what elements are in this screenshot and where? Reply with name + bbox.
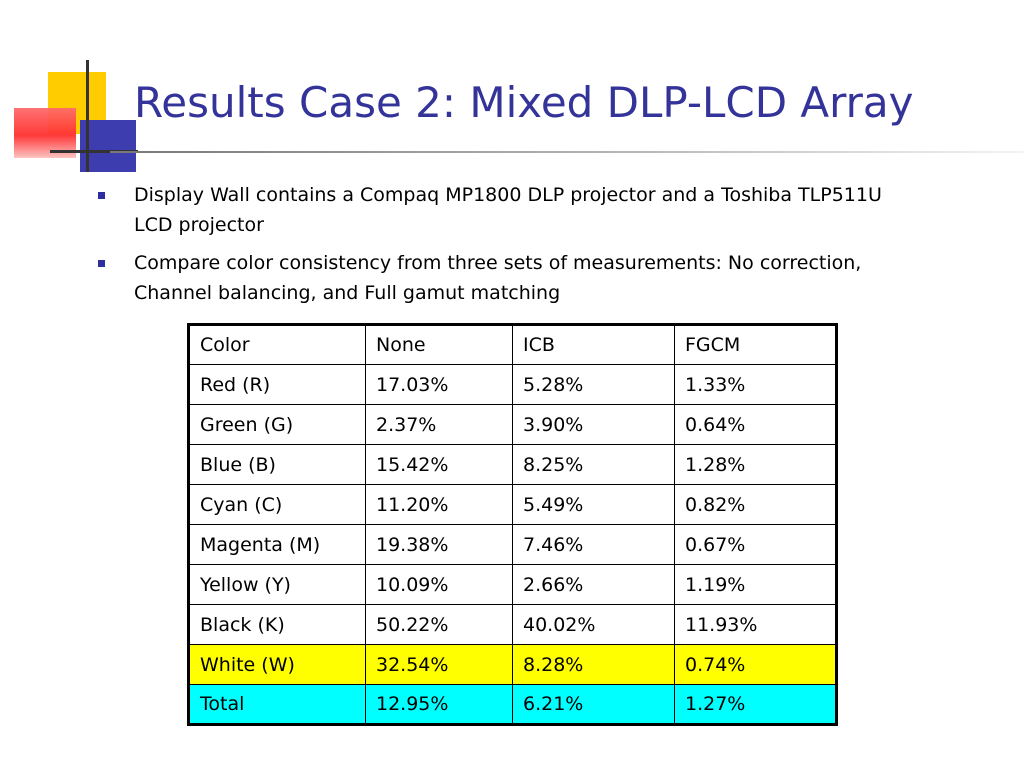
table-cell: 10.09% [365, 564, 513, 605]
table-header-cell: None [365, 324, 513, 365]
table-cell: 0.67% [674, 524, 837, 565]
bullet-text: Compare color consistency from three set… [134, 252, 862, 304]
table-row: Blue (B) 15.42% 8.25% 1.28% [188, 444, 837, 485]
results-table-container: Color None ICB FGCM Red (R) 17.03% 5.28%… [187, 323, 838, 726]
table-cell: 32.54% [365, 644, 513, 685]
table-cell: 1.28% [674, 444, 837, 485]
table-cell: 5.28% [512, 364, 675, 405]
table-cell: 0.82% [674, 484, 837, 525]
table-cell: 1.27% [674, 684, 837, 725]
logo-horizontal-line [50, 150, 138, 153]
table-cell: 7.46% [512, 524, 675, 565]
table-header-row: Color None ICB FGCM [188, 324, 837, 365]
table-row: Cyan (C) 11.20% 5.49% 0.82% [188, 484, 837, 525]
table-cell: 1.33% [674, 364, 837, 405]
logo-red-square [14, 108, 76, 158]
table-cell: Blue (B) [188, 444, 366, 485]
table-cell: 40.02% [512, 604, 675, 645]
table-cell: 2.37% [365, 404, 513, 445]
table-cell: 2.66% [512, 564, 675, 605]
bullet-text: Display Wall contains a Compaq MP1800 DL… [134, 184, 882, 236]
table-cell: Green (G) [188, 404, 366, 445]
logo-vertical-line [86, 60, 89, 172]
table-cell: 11.20% [365, 484, 513, 525]
table-row: Magenta (M) 19.38% 7.46% 0.67% [188, 524, 837, 565]
table-cell: 17.03% [365, 364, 513, 405]
results-table: Color None ICB FGCM Red (R) 17.03% 5.28%… [187, 323, 838, 726]
slide-title: Results Case 2: Mixed DLP-LCD Array [134, 78, 914, 127]
table-cell: 8.25% [512, 444, 675, 485]
table-cell: 6.21% [512, 684, 675, 725]
table-row: Red (R) 17.03% 5.28% 1.33% [188, 364, 837, 405]
table-cell: 8.28% [512, 644, 675, 685]
table-cell: Cyan (C) [188, 484, 366, 525]
table-cell: White (W) [188, 644, 366, 685]
table-row-total: Total 12.95% 6.21% 1.27% [188, 684, 837, 725]
table-cell: 1.19% [674, 564, 837, 605]
logo-blue-square [80, 120, 136, 172]
bullet-item: Display Wall contains a Compaq MP1800 DL… [96, 180, 916, 240]
table-cell: Magenta (M) [188, 524, 366, 565]
table-cell: 0.64% [674, 404, 837, 445]
table-cell: Total [188, 684, 366, 725]
table-cell: 12.95% [365, 684, 513, 725]
table-row: Black (K) 50.22% 40.02% 11.93% [188, 604, 837, 645]
table-header-cell: Color [188, 324, 366, 365]
bullet-list: Display Wall contains a Compaq MP1800 DL… [96, 180, 916, 316]
table-row: Yellow (Y) 10.09% 2.66% 1.19% [188, 564, 837, 605]
table-cell: 0.74% [674, 644, 837, 685]
table-cell: 11.93% [674, 604, 837, 645]
table-cell: Red (R) [188, 364, 366, 405]
bullet-item: Compare color consistency from three set… [96, 248, 916, 308]
table-cell: 50.22% [365, 604, 513, 645]
table-cell: 19.38% [365, 524, 513, 565]
table-cell: 5.49% [512, 484, 675, 525]
table-row: Green (G) 2.37% 3.90% 0.64% [188, 404, 837, 445]
table-header-cell: FGCM [674, 324, 837, 365]
table-cell: Yellow (Y) [188, 564, 366, 605]
table-header-cell: ICB [512, 324, 675, 365]
table-cell: 3.90% [512, 404, 675, 445]
bullet-marker-icon [98, 192, 105, 199]
table-cell: 15.42% [365, 444, 513, 485]
slide-logo [0, 0, 160, 180]
bullet-marker-icon [98, 260, 105, 267]
title-divider [110, 151, 1024, 153]
table-row-white: White (W) 32.54% 8.28% 0.74% [188, 644, 837, 685]
table-cell: Black (K) [188, 604, 366, 645]
